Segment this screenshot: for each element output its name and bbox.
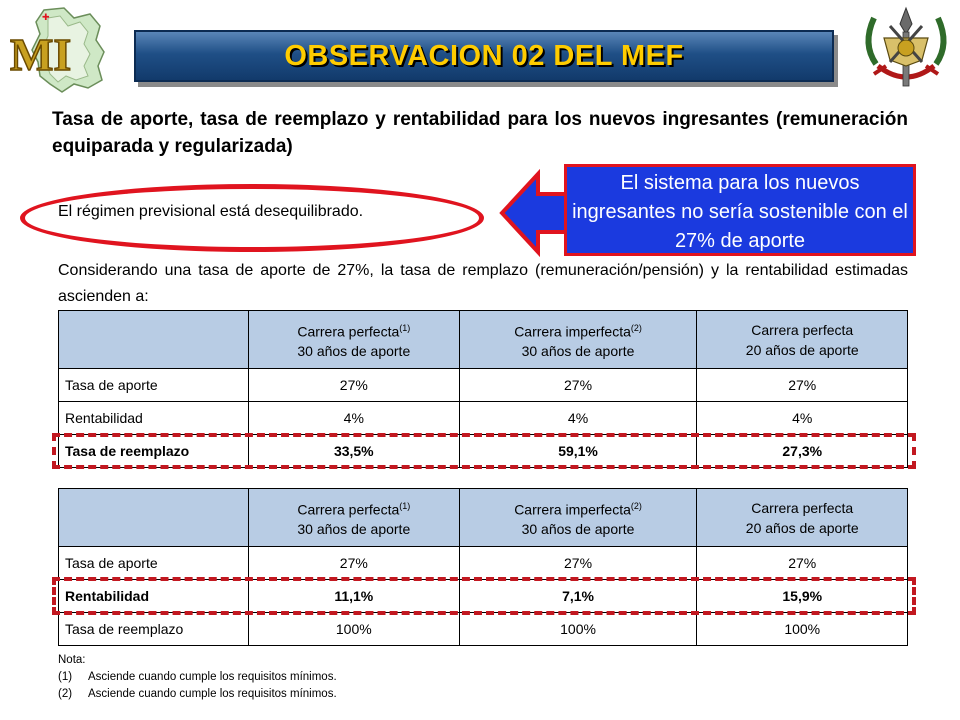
- svg-text:MI: MI: [10, 29, 71, 80]
- table-cell: 4%: [248, 401, 460, 435]
- row-label: Tasa de aporte: [58, 546, 249, 580]
- note-text: Asciende cuando cumple los requisitos mí…: [88, 671, 337, 683]
- note-ref: (1): [58, 671, 73, 683]
- table-row: Tasa de aporte 27% 27% 27%: [58, 546, 908, 580]
- column-title: Carrera perfecta: [297, 323, 400, 340]
- column-subtitle: 20 años de aporte: [745, 519, 859, 536]
- table-row-highlighted: Rentabilidad 11,1% 7,1% 15,9%: [58, 579, 908, 613]
- table-cell: 27%: [458, 546, 698, 580]
- column-subtitle: 30 años de aporte: [297, 521, 411, 538]
- column-subtitle: 20 años de aporte: [745, 341, 859, 358]
- table-header-blank: [58, 488, 249, 547]
- table-cell: 100%: [248, 612, 460, 646]
- svg-text:✚: ✚: [42, 12, 50, 22]
- table-row: Rentabilidad 4% 4% 4%: [58, 401, 908, 435]
- row-label: Tasa de aporte: [58, 368, 249, 402]
- table-cell: 7,1%: [458, 579, 698, 613]
- table-cell: 4%: [458, 401, 698, 435]
- table-cell: 100%: [696, 612, 908, 646]
- table-cell: 100%: [458, 612, 698, 646]
- row-label: Tasa de reemplazo: [58, 612, 249, 646]
- arrow-left-icon: [499, 168, 572, 258]
- column-title: Carrera perfecta: [751, 321, 854, 338]
- footnote-ref: (2): [630, 322, 642, 333]
- footnote-ref: (2): [630, 500, 642, 511]
- column-title: Carrera perfecta: [297, 501, 400, 518]
- column-subtitle: 30 años de aporte: [521, 343, 635, 360]
- table-cell: 27%: [696, 546, 908, 580]
- table-header-cell: Carrera perfecta 20 años de aporte: [696, 310, 908, 369]
- table-header-cell: Carrera perfecta(1) 30 años de aporte: [248, 488, 460, 547]
- title-banner: OBSERVACION 02 DEL MEF: [134, 30, 834, 82]
- mi-ministry-logo-icon: ✚ MI: [9, 7, 105, 93]
- column-subtitle: 30 años de aporte: [521, 521, 635, 538]
- table-cell: 4%: [696, 401, 908, 435]
- footnote-ref: (1): [399, 500, 411, 511]
- note-ref: (2): [58, 688, 73, 700]
- military-emblem-icon: [865, 6, 947, 87]
- column-title: Carrera imperfecta: [514, 501, 631, 518]
- column-title: Carrera imperfecta: [514, 323, 631, 340]
- note-item: (1) Asciende cuando cumple los requisitos…: [58, 669, 337, 686]
- highlight-dashed-box: [52, 577, 916, 615]
- highlight-dashed-box: [52, 433, 916, 469]
- table-header-cell: Carrera imperfecta(2) 30 años de aporte: [458, 488, 698, 547]
- table-cell: 27,3%: [696, 434, 908, 468]
- table-row: Tasa de reemplazo 100% 100% 100%: [58, 612, 908, 646]
- table-cell: 27%: [696, 368, 908, 402]
- table-header-row: Carrera perfecta(1) 30 años de aporte Car…: [58, 488, 908, 547]
- regimen-statement: El régimen previsional está desequilibra…: [58, 203, 364, 220]
- table-header-cell: Carrera perfecta(1) 30 años de aporte: [248, 310, 460, 369]
- results-table-1: Carrera perfecta(1) 30 años de aporte Car…: [58, 310, 908, 468]
- page-title: OBSERVACION 02 DEL MEF: [284, 39, 684, 72]
- table-header-cell: Carrera perfecta 20 años de aporte: [696, 488, 908, 547]
- note-text: Asciende cuando cumple los requisitos mí…: [88, 688, 337, 700]
- footnote-ref: (1): [399, 322, 411, 333]
- callout-box: El sistema para los nuevos ingresantes n…: [564, 164, 916, 256]
- table-header-cell: Carrera imperfecta(2) 30 años de aporte: [458, 310, 698, 369]
- table-cell: 27%: [458, 368, 698, 402]
- table-header-blank: [58, 310, 249, 369]
- table-header-row: Carrera perfecta(1) 30 años de aporte Car…: [58, 310, 908, 369]
- table-cell: 27%: [248, 368, 460, 402]
- note-item: (2) Asciende cuando cumple los requisitos…: [58, 686, 337, 703]
- considering-paragraph: Considerando una tasa de aporte de 27%, …: [58, 262, 908, 305]
- results-table-2: Carrera perfecta(1) 30 años de aporte Car…: [58, 488, 908, 646]
- column-title: Carrera perfecta: [751, 499, 854, 516]
- notes: Nota: (1) Asciende cuando cumple los requ…: [58, 652, 337, 703]
- row-label: Rentabilidad: [58, 401, 249, 435]
- notes-heading: Nota:: [58, 654, 86, 666]
- table-row: Tasa de aporte 27% 27% 27%: [58, 368, 908, 402]
- subtitle: Tasa de aporte, tasa de reemplazo y rent…: [52, 109, 908, 157]
- highlight-ellipse: [20, 184, 484, 252]
- column-subtitle: 30 años de aporte: [297, 343, 411, 360]
- table-cell: 27%: [248, 546, 460, 580]
